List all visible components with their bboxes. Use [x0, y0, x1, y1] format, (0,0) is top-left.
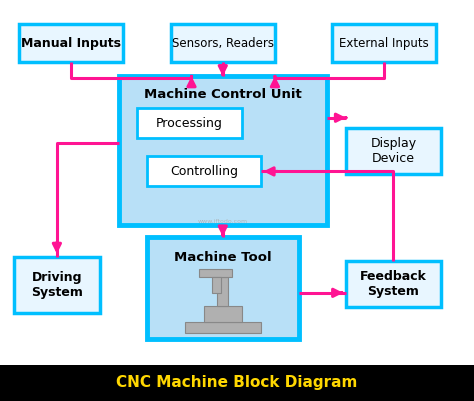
FancyBboxPatch shape: [204, 306, 242, 322]
Text: Machine Tool: Machine Tool: [174, 251, 272, 263]
Text: Sensors, Readers: Sensors, Readers: [172, 36, 274, 50]
Text: Manual Inputs: Manual Inputs: [21, 36, 121, 50]
Text: Machine Control Unit: Machine Control Unit: [144, 88, 301, 101]
Text: Processing: Processing: [156, 117, 223, 130]
Text: Driving
System: Driving System: [31, 271, 83, 299]
FancyBboxPatch shape: [0, 365, 474, 401]
FancyBboxPatch shape: [185, 322, 261, 333]
FancyBboxPatch shape: [332, 24, 436, 62]
FancyBboxPatch shape: [199, 269, 232, 277]
Text: www.iftodo.com: www.iftodo.com: [198, 219, 248, 224]
FancyBboxPatch shape: [147, 237, 299, 339]
Text: Display
Device: Display Device: [370, 138, 417, 165]
Text: CNC Machine Block Diagram: CNC Machine Block Diagram: [116, 375, 358, 391]
FancyBboxPatch shape: [14, 257, 100, 313]
FancyBboxPatch shape: [137, 108, 242, 138]
FancyBboxPatch shape: [171, 24, 275, 62]
FancyBboxPatch shape: [217, 277, 228, 306]
Text: Feedback
System: Feedback System: [360, 270, 427, 298]
FancyBboxPatch shape: [147, 156, 261, 186]
FancyBboxPatch shape: [19, 24, 123, 62]
Text: Controlling: Controlling: [170, 165, 238, 178]
FancyBboxPatch shape: [346, 128, 441, 174]
FancyBboxPatch shape: [212, 277, 221, 293]
FancyBboxPatch shape: [346, 261, 441, 307]
Text: External Inputs: External Inputs: [339, 36, 429, 50]
FancyBboxPatch shape: [118, 76, 327, 225]
